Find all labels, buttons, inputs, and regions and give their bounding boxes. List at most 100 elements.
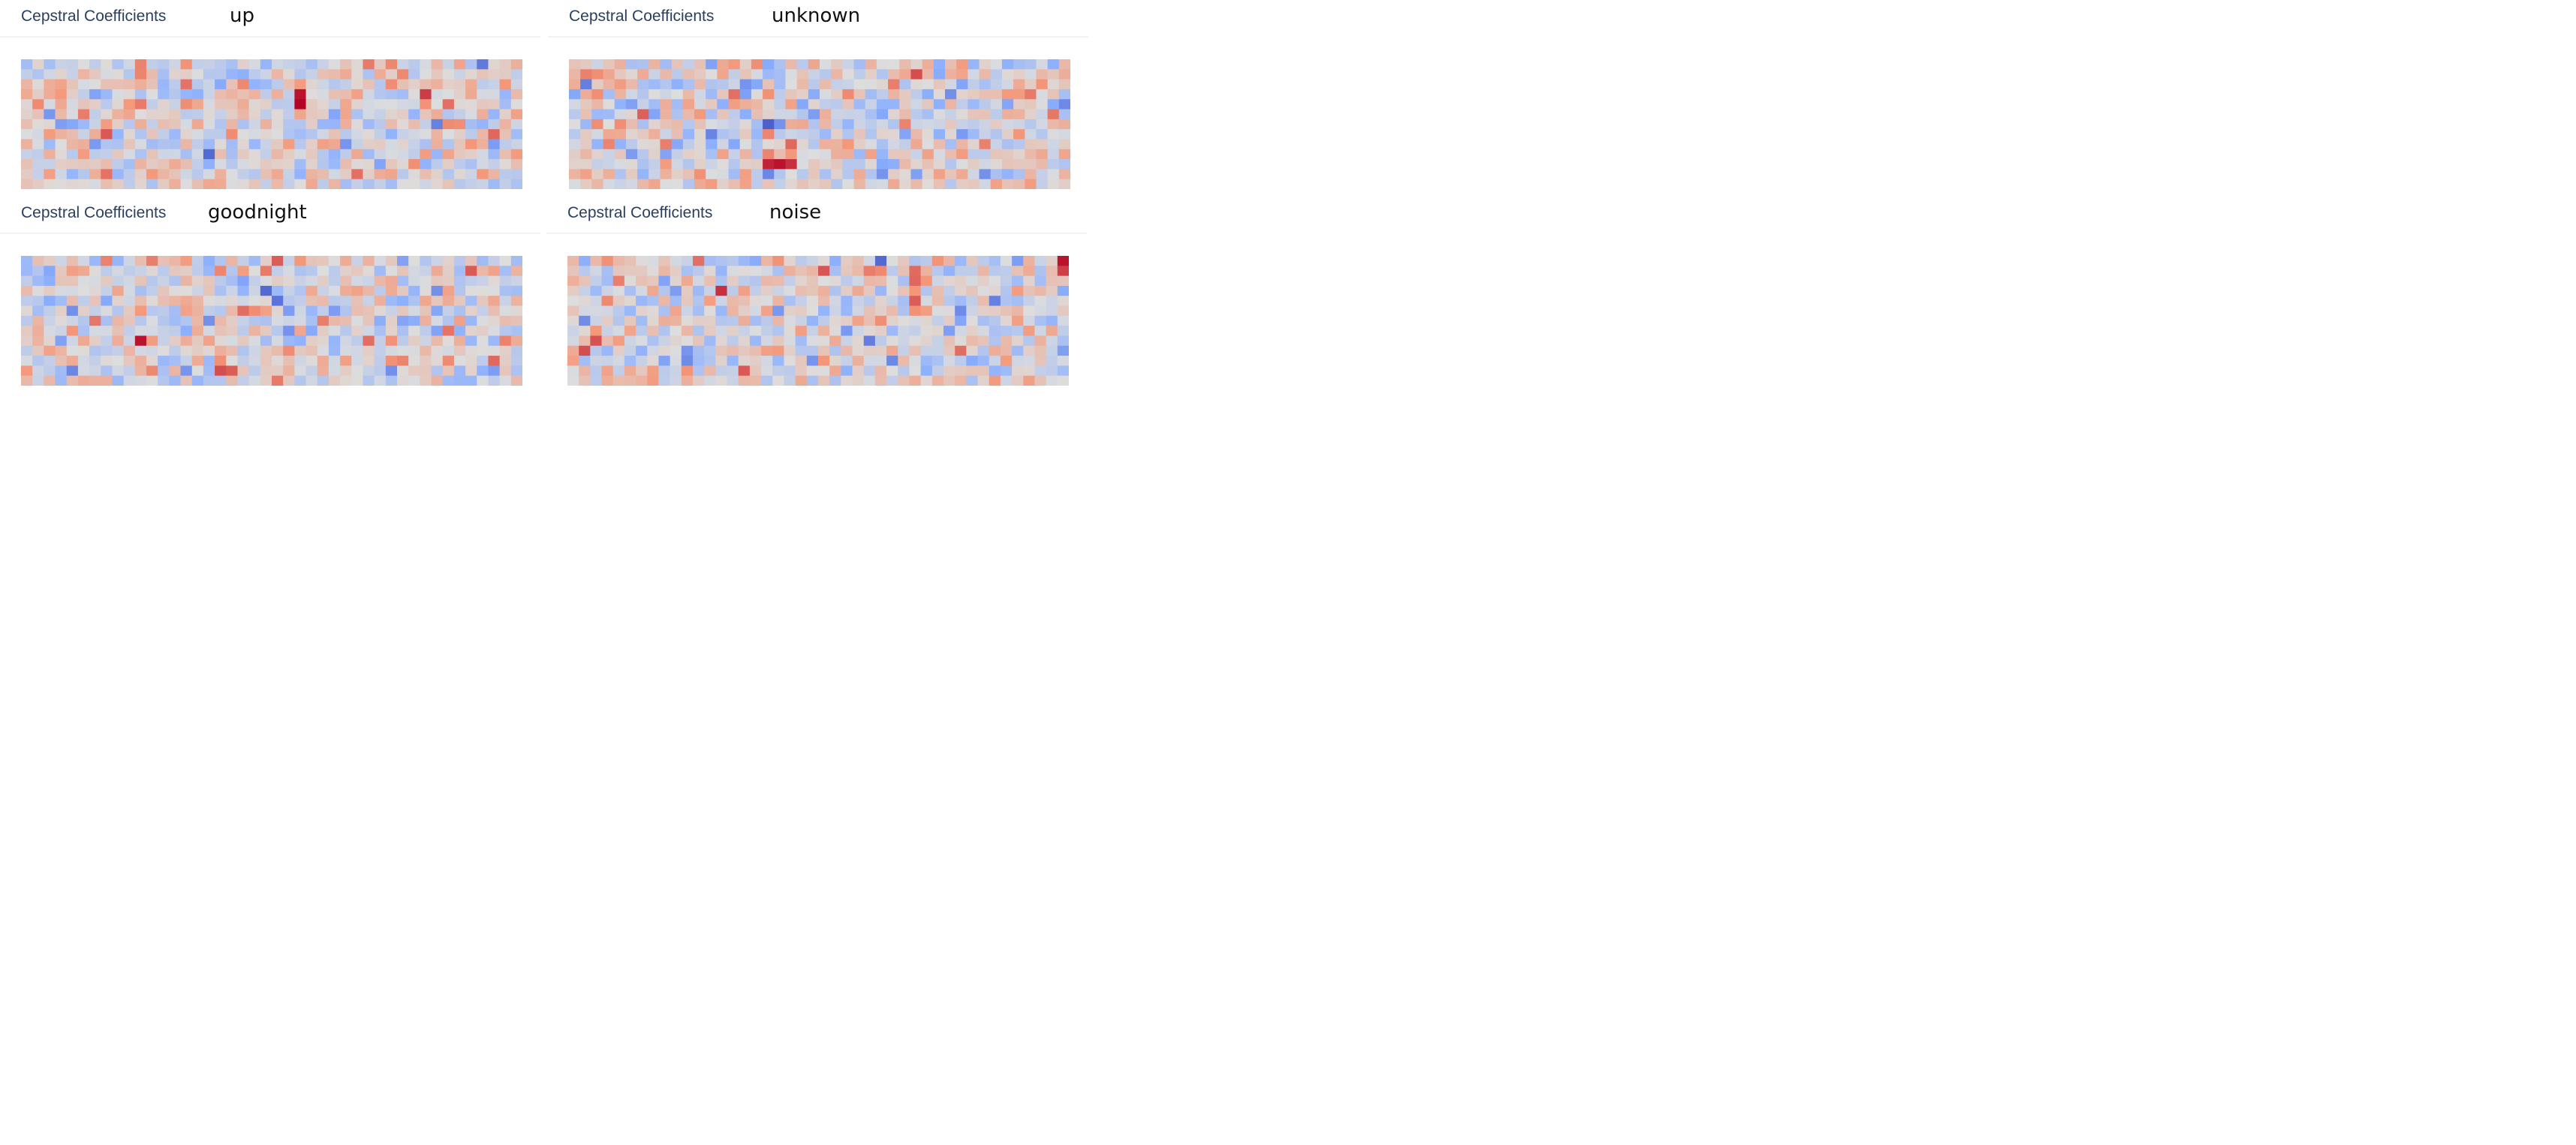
heatmap-cell: [32, 179, 44, 189]
heatmap-cell: [842, 109, 855, 120]
heatmap-cell: [1025, 169, 1037, 180]
heatmap-cell: [569, 109, 581, 120]
heatmap-cell: [886, 326, 898, 336]
heatmap-cell: [272, 285, 284, 296]
heatmap-cell: [510, 119, 522, 130]
heatmap-cell: [1001, 119, 1014, 130]
heatmap-cell: [89, 356, 101, 366]
heatmap-cell: [795, 315, 808, 326]
heatmap-cell: [1025, 179, 1037, 189]
heatmap-cell: [956, 159, 968, 170]
heatmap-cell: [499, 179, 512, 189]
heatmap-cell: [112, 149, 125, 160]
heatmap-cell: [317, 69, 330, 80]
heatmap-cell: [852, 285, 865, 296]
heatmap-cell: [77, 266, 90, 277]
heatmap-cell: [158, 79, 170, 90]
heatmap-cell: [808, 149, 820, 160]
heatmap-cell: [294, 296, 307, 307]
heatmap-cell: [191, 169, 204, 180]
heatmap-cell: [876, 99, 889, 110]
heatmap-cell: [590, 296, 603, 307]
heatmap-cell: [898, 356, 910, 366]
heatmap-cell: [260, 119, 272, 130]
heatmap-cell: [943, 256, 955, 266]
heatmap-cell: [146, 356, 158, 366]
heatmap-cell: [21, 69, 33, 80]
heatmap-cell: [431, 129, 444, 140]
heatmap-cell: [237, 139, 250, 150]
heatmap-cell: [283, 256, 295, 266]
heatmap-cell: [909, 285, 922, 296]
heatmap-cell: [774, 89, 786, 100]
heatmap-cell: [818, 266, 830, 277]
heatmap-cell: [785, 99, 798, 110]
heatmap-cell: [408, 59, 420, 70]
heatmap-cell: [112, 285, 125, 296]
heatmap-cell: [796, 119, 809, 130]
heatmap-cell: [158, 59, 170, 70]
heatmap-cell: [977, 275, 990, 287]
heatmap-cell: [77, 79, 90, 90]
heatmap-cell: [989, 375, 1001, 386]
heatmap-cell: [590, 266, 603, 277]
heatmap-cell: [55, 59, 68, 70]
heatmap-cell: [32, 69, 44, 80]
heatmap-cell: [203, 169, 215, 180]
heatmap-cell: [283, 89, 295, 100]
heatmap-cell: [955, 285, 967, 296]
heatmap-cell: [317, 345, 330, 356]
heatmap-cell: [431, 305, 444, 317]
heatmap-cell: [749, 315, 762, 326]
heatmap-cell: [203, 89, 215, 100]
heatmap-cell: [44, 69, 56, 80]
heatmap-cell: [749, 365, 762, 377]
heatmap-cell: [1000, 345, 1013, 356]
heatmap-cell: [55, 99, 68, 110]
heatmap-cell: [1001, 139, 1014, 150]
heatmap-cell: [169, 59, 182, 70]
heatmap-cell: [363, 375, 375, 386]
heatmap-cell: [123, 119, 136, 130]
heatmap-cell: [637, 129, 649, 140]
heatmap-cell: [989, 296, 1001, 307]
heatmap-cell: [1046, 266, 1058, 277]
heatmap-cell: [601, 285, 614, 296]
heatmap-cell: [340, 99, 352, 110]
heatmap-cell: [806, 326, 819, 336]
heatmap-cell: [636, 375, 648, 386]
heatmap-cell: [89, 179, 101, 189]
heatmap-cell: [603, 169, 615, 180]
heatmap-cell: [888, 139, 900, 150]
heatmap-cell: [510, 266, 522, 277]
heatmap-cell: [499, 335, 512, 347]
heatmap-cell: [580, 179, 592, 189]
heatmap-cell: [694, 119, 706, 130]
heatmap-cell: [510, 326, 522, 336]
heatmap-cell: [694, 59, 706, 70]
heatmap-cell: [727, 365, 739, 377]
heatmap-cell: [328, 326, 341, 336]
heatmap-cell: [1036, 89, 1049, 100]
heatmap-cell: [989, 335, 1001, 347]
heatmap-cell: [146, 119, 158, 130]
heatmap-cell: [694, 159, 706, 170]
heatmap-cell: [146, 159, 158, 170]
heatmap-cell: [66, 99, 79, 110]
heatmap-cell: [442, 375, 455, 386]
heatmap-cell: [453, 326, 466, 336]
heatmap-cell: [625, 89, 638, 100]
heatmap-cell: [1058, 169, 1070, 180]
heatmap-cell: [682, 89, 695, 100]
heatmap-cell: [374, 109, 387, 120]
heatmap-cell: [658, 275, 671, 287]
heatmap-cell: [191, 69, 204, 80]
heatmap-cell: [488, 139, 501, 150]
heatmap-cell: [191, 179, 204, 189]
heatmap-cell: [260, 179, 272, 189]
heatmap-cell: [886, 345, 898, 356]
heatmap-cell: [465, 179, 477, 189]
heatmap-cell: [158, 335, 170, 347]
heatmap-cell: [397, 275, 409, 287]
heatmap-cell: [203, 315, 215, 326]
